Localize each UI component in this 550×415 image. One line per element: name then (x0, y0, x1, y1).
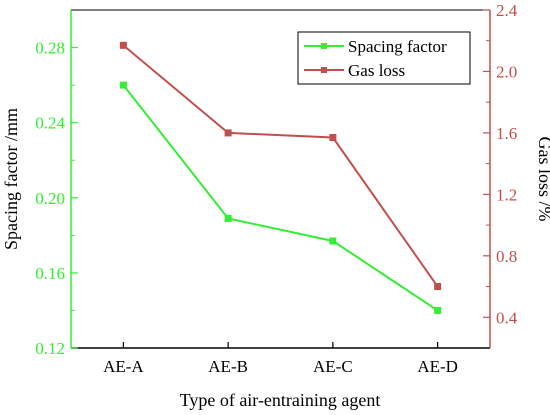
left-y-axis-title: Spacing factor /mm (1, 108, 21, 250)
x-tick-label-ae-b: AE-B (208, 357, 248, 376)
point-gas-loss-ae-d (434, 283, 442, 291)
right-y-axis-title: Gas loss /% (535, 137, 550, 222)
point-spacing-factor-ae-b (224, 214, 232, 222)
left-tick-label-0-28: 0.28 (35, 39, 65, 58)
left-tick-label-0-12: 0.12 (35, 339, 65, 358)
point-spacing-factor-ae-a (119, 81, 127, 89)
x-tick-label-ae-a: AE-A (103, 357, 144, 376)
point-spacing-factor-ae-d (434, 306, 442, 314)
x-axis-title: Type of air-entraining agent (180, 390, 381, 410)
legend-label-gas-loss: Gas loss (348, 61, 405, 80)
series-line-spacing-factor (122, 84, 439, 312)
point-gas-loss-ae-b (224, 129, 232, 137)
x-tick-label-ae-d: AE-D (417, 357, 458, 376)
point-gas-loss-ae-c (329, 134, 337, 142)
right-tick-label-2-4: 2.4 (496, 1, 518, 20)
left-tick-label-0-16: 0.16 (35, 264, 65, 283)
legend-box (297, 31, 471, 85)
legend: Spacing factor Gas loss (297, 31, 471, 85)
right-tick-label-0-4: 0.4 (496, 308, 518, 327)
right-tick-label-0-8: 0.8 (496, 247, 517, 266)
right-tick-label-1-6: 1.6 (496, 124, 517, 143)
point-gas-loss-ae-a (119, 41, 127, 49)
series-line-gas-loss (122, 44, 439, 288)
legend-label-spacing-factor: Spacing factor (348, 37, 447, 56)
right-tick-label-2-0: 2.0 (496, 62, 517, 81)
point-spacing-factor-ae-c (329, 237, 337, 245)
x-tick-label-ae-c: AE-C (313, 357, 353, 376)
right-tick-label-1-2: 1.2 (496, 185, 517, 204)
legend-marker-gas-loss (321, 67, 327, 73)
legend-marker-spacing-factor (321, 43, 327, 49)
left-tick-label-0-20: 0.20 (35, 189, 65, 208)
left-tick-label-0-24: 0.24 (35, 114, 65, 133)
